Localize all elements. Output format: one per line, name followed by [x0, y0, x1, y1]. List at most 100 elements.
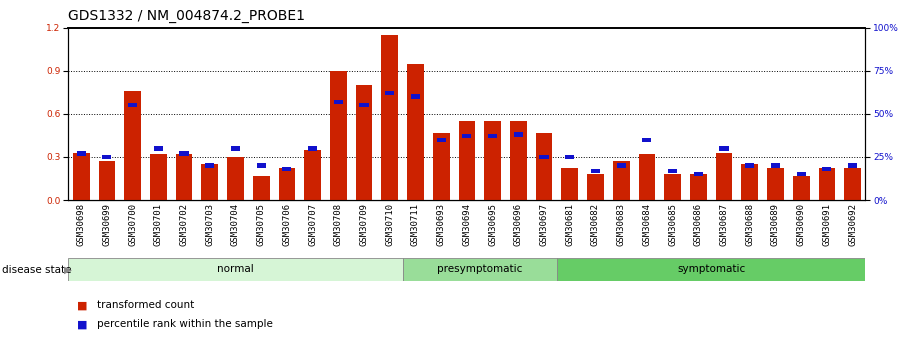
Bar [793, 176, 810, 200]
Bar [668, 169, 677, 173]
Text: GSM30707: GSM30707 [308, 203, 317, 246]
Bar [333, 100, 343, 104]
Bar [818, 168, 835, 200]
Bar [73, 152, 89, 200]
Bar [411, 95, 420, 99]
Text: GSM30682: GSM30682 [591, 203, 600, 246]
Text: GSM30705: GSM30705 [257, 203, 266, 246]
Text: GSM30701: GSM30701 [154, 203, 163, 246]
Bar [716, 152, 732, 200]
Bar [690, 174, 707, 200]
Bar [128, 103, 138, 107]
Bar [230, 146, 241, 150]
Bar [150, 154, 167, 200]
Bar [308, 146, 317, 150]
Text: GSM30709: GSM30709 [360, 203, 369, 246]
Text: GSM30711: GSM30711 [411, 203, 420, 246]
Bar [510, 121, 527, 200]
Bar [742, 164, 758, 200]
Text: GSM30704: GSM30704 [231, 203, 240, 246]
Bar [403, 258, 557, 281]
Bar [557, 258, 865, 281]
Bar [227, 157, 244, 200]
Bar [176, 154, 192, 200]
Bar [639, 154, 655, 200]
Bar [98, 161, 116, 200]
Text: GSM30690: GSM30690 [796, 203, 805, 246]
Bar [282, 167, 292, 171]
Bar [330, 71, 347, 200]
Text: GSM30691: GSM30691 [823, 203, 832, 246]
Bar [355, 85, 373, 200]
Bar [745, 164, 754, 168]
Text: ■: ■ [77, 300, 88, 310]
Bar [591, 169, 600, 173]
Bar [201, 164, 218, 200]
Bar [587, 174, 604, 200]
Text: GSM30685: GSM30685 [668, 203, 677, 246]
Text: GSM30697: GSM30697 [539, 203, 548, 246]
Bar [536, 132, 552, 200]
Text: GSM30689: GSM30689 [771, 203, 780, 246]
Bar [462, 134, 472, 138]
Bar [436, 138, 445, 142]
Text: GSM30710: GSM30710 [385, 203, 394, 246]
Text: disease state: disease state [2, 265, 71, 275]
Bar [458, 121, 476, 200]
Text: GSM30696: GSM30696 [514, 203, 523, 246]
Bar [642, 138, 651, 142]
Text: GSM30698: GSM30698 [77, 203, 86, 246]
Text: GSM30686: GSM30686 [694, 203, 702, 246]
Text: GSM30703: GSM30703 [205, 203, 214, 246]
Bar [179, 151, 189, 156]
Text: symptomatic: symptomatic [677, 265, 745, 274]
Bar [720, 146, 729, 150]
Bar [539, 155, 548, 159]
Text: GSM30700: GSM30700 [128, 203, 138, 246]
Text: GSM30683: GSM30683 [617, 203, 626, 246]
Text: GSM30681: GSM30681 [565, 203, 574, 246]
Bar [154, 146, 163, 150]
Text: GSM30688: GSM30688 [745, 203, 754, 246]
Bar [385, 91, 394, 95]
Text: ▶: ▶ [64, 265, 72, 275]
Text: GSM30706: GSM30706 [282, 203, 292, 246]
Bar [613, 161, 630, 200]
Text: GSM30699: GSM30699 [102, 203, 111, 246]
Bar [693, 172, 703, 176]
Bar [767, 168, 783, 200]
Text: GDS1332 / NM_004874.2_PROBE1: GDS1332 / NM_004874.2_PROBE1 [68, 9, 305, 23]
Bar [68, 258, 403, 281]
Bar [565, 155, 574, 159]
Bar [771, 164, 780, 168]
Bar [360, 103, 369, 107]
Text: GSM30693: GSM30693 [436, 203, 445, 246]
Text: GSM30687: GSM30687 [720, 203, 729, 246]
Bar [664, 174, 681, 200]
Bar [617, 164, 626, 168]
Bar [823, 167, 832, 171]
Text: GSM30695: GSM30695 [488, 203, 497, 246]
Text: ■: ■ [77, 319, 88, 329]
Text: GSM30694: GSM30694 [463, 203, 471, 246]
Bar [514, 132, 523, 137]
Text: presymptomatic: presymptomatic [437, 265, 522, 274]
Bar [102, 155, 111, 159]
Bar [124, 91, 141, 200]
Bar [257, 164, 266, 168]
Bar [561, 168, 578, 200]
Bar [304, 150, 321, 200]
Text: GSM30708: GSM30708 [333, 203, 343, 246]
Bar [433, 132, 449, 200]
Text: GSM30702: GSM30702 [179, 203, 189, 246]
Bar [407, 63, 424, 200]
Text: percentile rank within the sample: percentile rank within the sample [97, 319, 273, 329]
Bar [279, 168, 295, 200]
Text: GSM30692: GSM30692 [848, 203, 857, 246]
Bar [844, 168, 861, 200]
Text: transformed count: transformed count [97, 300, 195, 310]
Bar [848, 164, 857, 168]
Bar [485, 121, 501, 200]
Bar [382, 35, 398, 200]
Bar [796, 172, 805, 176]
